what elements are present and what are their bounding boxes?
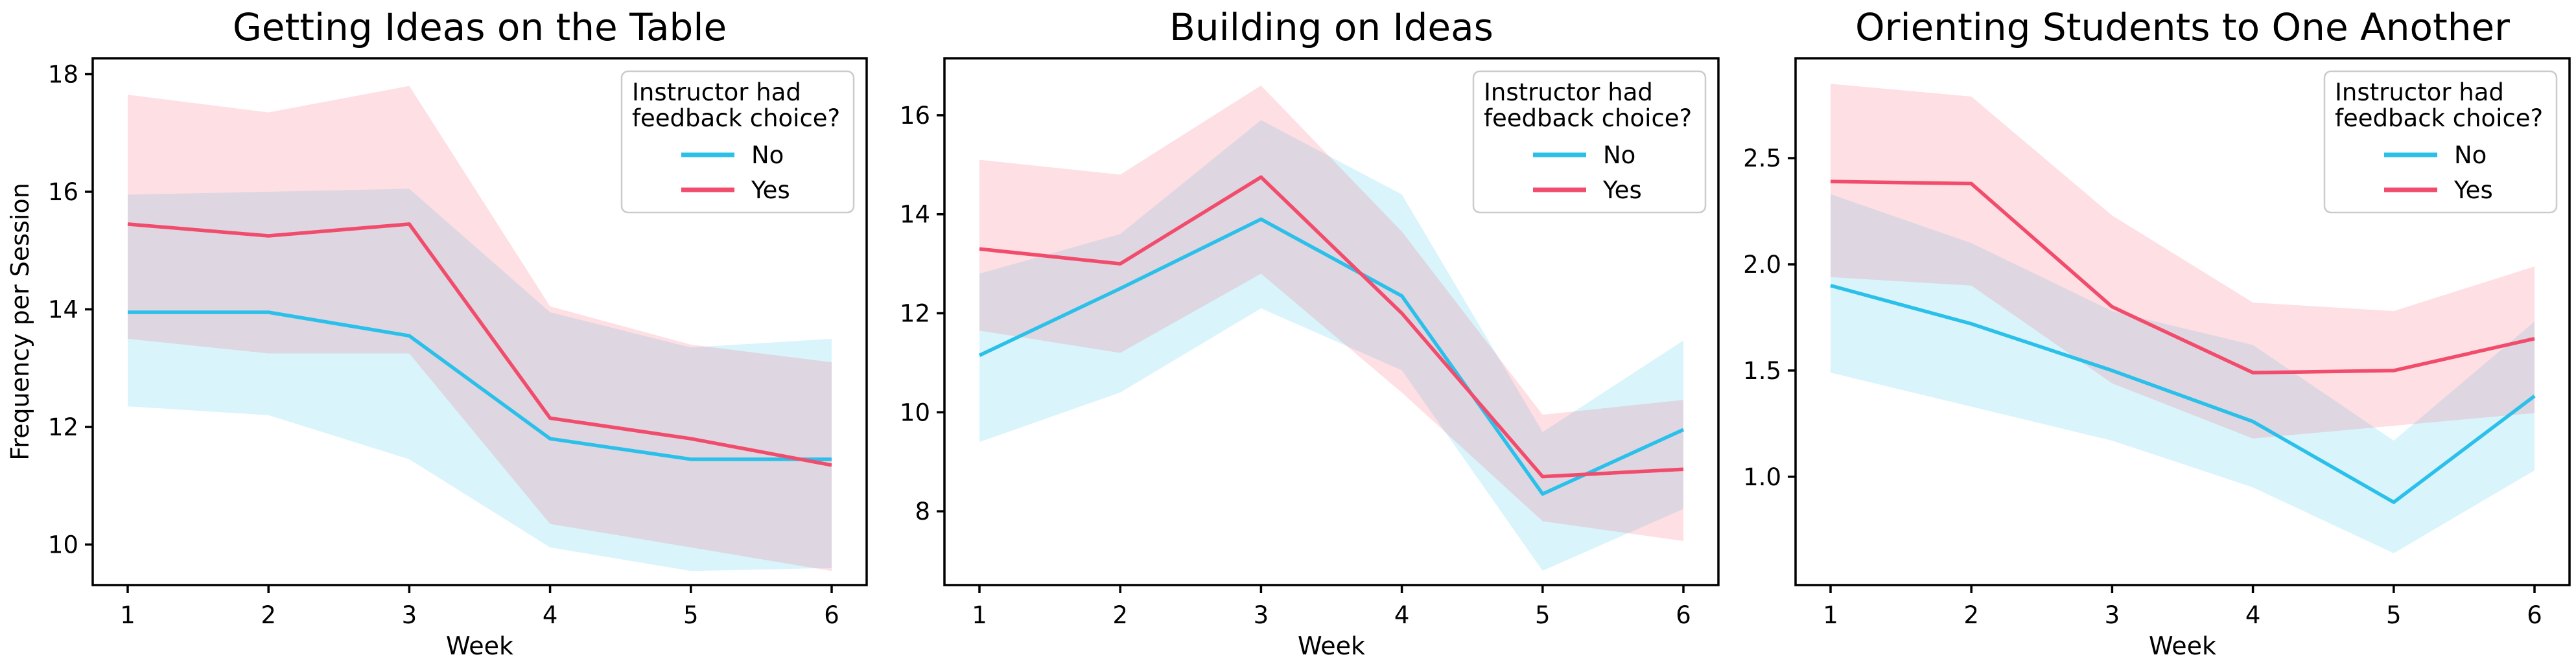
- legend-box: [2323, 70, 2558, 214]
- legend-label-yes: Yes: [1602, 176, 1642, 204]
- x-tick-label: 5: [2386, 601, 2402, 629]
- x-tick-label: 2: [1112, 601, 1128, 629]
- legend-box: [1472, 70, 1707, 214]
- x-tick-label: 5: [683, 601, 699, 629]
- axes-spines: [1794, 57, 2571, 586]
- y-tick-label: 12: [48, 413, 78, 441]
- line-no: [978, 217, 1685, 496]
- y-tick-label: 18: [48, 60, 78, 88]
- legend-title-line2: feedback choice?: [1484, 104, 1692, 132]
- x-tick-label: 1: [120, 601, 135, 629]
- y-tick-label: 16: [900, 102, 930, 130]
- y-tick-label: 14: [900, 201, 930, 229]
- y-axis-label: Frequency per Session: [6, 183, 34, 461]
- x-tick-label: 4: [543, 601, 558, 629]
- legend-label-no: No: [2454, 141, 2487, 169]
- subplot-2: 1.0 1.5 2.0 2.5 1 2 3 4 5 6 Orienting Students to …: [1743, 5, 2571, 660]
- y-tick-label: 16: [48, 178, 78, 206]
- x-tick-label: 1: [1823, 601, 1838, 629]
- x-tick-label: 6: [2527, 601, 2542, 629]
- y-tick-label: 2.5: [1743, 144, 1781, 172]
- legend-title-line2: feedback choice?: [2335, 104, 2543, 132]
- y-tick-label: 10: [48, 531, 78, 559]
- confidence-band-no: [128, 189, 832, 571]
- line-no: [1830, 284, 2536, 504]
- y-tick-label: 8: [915, 498, 930, 525]
- y-tick-label: 14: [48, 295, 78, 323]
- x-tick-label: 3: [2105, 601, 2120, 629]
- x-tick-label: 5: [1535, 601, 1551, 629]
- confidence-band-yes: [979, 86, 1683, 541]
- y-tick-label: 1.5: [1743, 357, 1781, 385]
- x-axis-label: Week: [1298, 632, 1365, 660]
- line-no: [128, 310, 832, 461]
- x-tick-label: 4: [2245, 601, 2261, 629]
- axes-spines: [943, 57, 1720, 586]
- legend-title-line1: Instructor had: [632, 78, 801, 106]
- confidence-band-no: [979, 120, 1683, 571]
- x-tick-label: 3: [402, 601, 417, 629]
- confidence-band-no: [1831, 194, 2535, 553]
- axes-spines: [91, 57, 868, 586]
- x-tick-label: 1: [972, 601, 987, 629]
- x-tick-label: 6: [824, 601, 839, 629]
- x-axis-label: Week: [2149, 632, 2216, 660]
- legend-title-line1: Instructor had: [2335, 78, 2504, 106]
- line-yes: [1830, 179, 2535, 374]
- x-tick-label: 3: [1254, 601, 1269, 629]
- legend-label-yes: Yes: [751, 176, 790, 204]
- legend-label-no: No: [751, 141, 784, 169]
- legend-label-no: No: [1603, 141, 1635, 169]
- plot-title: Getting Ideas on the Table: [233, 5, 727, 49]
- y-tick-label: 1.0: [1743, 463, 1781, 491]
- confidence-band-yes: [1831, 84, 2535, 439]
- confidence-band-yes: [128, 86, 832, 571]
- line-yes: [979, 175, 1684, 479]
- x-tick-label: 2: [261, 601, 276, 629]
- x-tick-label: 6: [1676, 601, 1691, 629]
- plot-title: Orienting Students to One Another: [1855, 5, 2510, 49]
- plot-title: Building on Ideas: [1169, 5, 1493, 49]
- legend-title-line2: feedback choice?: [632, 104, 840, 132]
- legend-title-line1: Instructor had: [1484, 78, 1653, 106]
- legend-label-yes: Yes: [2453, 176, 2493, 204]
- x-axis-label: Week: [446, 632, 513, 660]
- legend-box: [620, 70, 855, 214]
- y-tick-label: 10: [900, 398, 930, 426]
- y-tick-label: 12: [900, 300, 930, 328]
- x-tick-label: 4: [1394, 601, 1410, 629]
- x-tick-label: 2: [1963, 601, 1979, 629]
- line-yes: [127, 222, 832, 467]
- y-tick-label: 2.0: [1743, 251, 1781, 279]
